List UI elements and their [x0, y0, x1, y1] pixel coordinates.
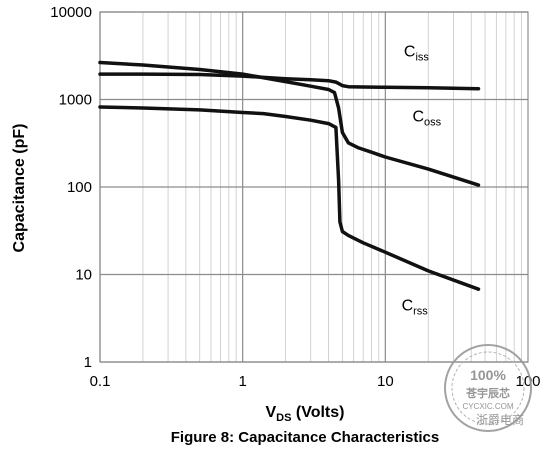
y-tick-label: 10: [75, 267, 92, 284]
plot-area-border: [99, 11, 529, 363]
series-label-crss: Crss: [402, 297, 429, 317]
y-axis-title: Capacitance (pF): [11, 124, 28, 253]
series-line-coss: [98, 60, 481, 187]
y-tick-label: 1: [84, 354, 92, 371]
series-label-main: C: [412, 109, 424, 126]
x-tick-label: 0.1: [90, 373, 111, 390]
x-tick-label: 10: [377, 373, 394, 390]
y-tick-label: 10000: [50, 4, 92, 21]
x-tick-labels: 0.1 1 10 100: [90, 373, 541, 390]
x-axis-title-sub: DS: [276, 412, 291, 424]
y-tick-labels: 1 10 100 1000 10000: [50, 4, 92, 371]
x-axis-title: VDS (Volts): [266, 404, 345, 424]
series-line-crss: [98, 105, 481, 291]
series-lines: [98, 60, 481, 291]
x-tick-label: 1: [238, 373, 246, 390]
series-label-sub: rss: [413, 305, 428, 317]
series-label-main: C: [402, 297, 414, 314]
series-line-ciss: [98, 72, 481, 91]
series-label-ciss: Ciss: [404, 44, 430, 64]
x-axis-title-rest: (Volts): [291, 404, 344, 421]
watermark-brand-text: 苍宇辰芯: [465, 386, 510, 400]
watermark-footer-text: 浙爵电商: [476, 412, 524, 427]
x-axis-title-main: V: [266, 404, 277, 421]
watermark-inner-ring: [451, 351, 525, 425]
y-tick-label: 1000: [59, 92, 92, 109]
series-label-coss: Coss: [412, 109, 441, 129]
y-tick-label: 100: [67, 179, 92, 196]
figure-caption: Figure 8: Capacitance Characteristics: [171, 429, 439, 446]
watermark-center-text: 100%: [470, 367, 506, 383]
watermark-outer-ring: [444, 344, 532, 432]
x-tick-label: 100: [515, 373, 540, 390]
series-label-sub: iss: [415, 52, 429, 64]
grid-major-lines: [99, 11, 528, 363]
series-label-sub: oss: [424, 117, 442, 129]
watermark-stamp: 100% 苍宇辰芯 CYCXIC.COM 浙爵电商: [444, 344, 532, 432]
watermark-domain-text: CYCXIC.COM: [462, 402, 513, 411]
series-label-main: C: [404, 44, 416, 61]
